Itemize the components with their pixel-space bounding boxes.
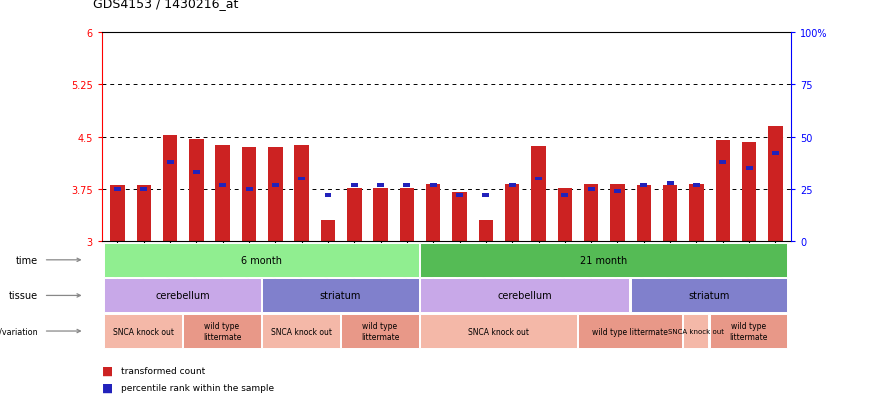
Bar — [588, 188, 595, 191]
Bar — [720, 160, 727, 164]
Bar — [114, 188, 121, 191]
Text: transformed count: transformed count — [121, 366, 205, 375]
Bar — [242, 148, 256, 242]
Bar — [426, 185, 440, 242]
Text: 21 month: 21 month — [580, 255, 628, 265]
Bar — [321, 221, 335, 242]
Bar — [163, 136, 178, 242]
Bar — [373, 189, 388, 242]
Bar — [667, 181, 674, 185]
Bar — [584, 185, 598, 242]
Bar — [505, 185, 520, 242]
Bar — [508, 183, 515, 187]
Text: 6 month: 6 month — [241, 255, 282, 265]
Bar — [453, 193, 467, 242]
Bar — [690, 185, 704, 242]
Bar — [456, 194, 463, 198]
Bar — [430, 183, 437, 187]
Text: ■: ■ — [102, 381, 113, 394]
Text: wild type
littermate: wild type littermate — [361, 322, 400, 341]
Text: striatum: striatum — [689, 291, 729, 301]
Text: ■: ■ — [102, 364, 113, 377]
Bar — [558, 188, 572, 242]
Bar — [535, 177, 542, 181]
Bar — [478, 221, 493, 242]
Bar — [693, 183, 700, 187]
Bar — [531, 146, 545, 242]
Bar — [768, 127, 782, 242]
Bar — [110, 186, 125, 242]
Bar — [189, 140, 203, 242]
Bar — [610, 185, 625, 242]
Bar — [772, 152, 779, 156]
Text: SNCA knock out: SNCA knock out — [112, 327, 173, 336]
Text: wild type
littermate: wild type littermate — [202, 322, 241, 341]
Bar — [614, 190, 621, 193]
Text: time: time — [16, 255, 38, 265]
Bar — [663, 186, 677, 242]
Text: cerebellum: cerebellum — [498, 291, 552, 301]
Text: genotype/variation: genotype/variation — [0, 327, 38, 336]
Bar — [268, 148, 283, 242]
Bar — [640, 183, 647, 187]
Bar — [715, 141, 730, 242]
Text: SNCA knock out: SNCA knock out — [667, 328, 724, 334]
Bar — [166, 160, 173, 164]
Bar — [745, 167, 752, 171]
Bar — [483, 194, 490, 198]
Bar — [742, 143, 757, 242]
Text: striatum: striatum — [320, 291, 362, 301]
Text: wild type
littermate: wild type littermate — [729, 322, 767, 341]
Text: SNCA knock out: SNCA knock out — [271, 327, 332, 336]
Text: wild type littermate: wild type littermate — [592, 327, 668, 336]
Bar — [216, 146, 230, 242]
Bar — [561, 194, 568, 198]
Bar — [400, 188, 415, 242]
Text: percentile rank within the sample: percentile rank within the sample — [121, 383, 274, 392]
Bar — [219, 183, 226, 187]
Bar — [347, 188, 362, 242]
Bar — [403, 183, 410, 187]
Bar — [272, 183, 278, 187]
Bar — [141, 188, 148, 191]
Bar — [294, 146, 309, 242]
Text: GDS4153 / 1430216_at: GDS4153 / 1430216_at — [93, 0, 238, 10]
Text: tissue: tissue — [9, 291, 38, 301]
Bar — [136, 186, 151, 242]
Bar — [193, 171, 200, 175]
Bar — [636, 186, 651, 242]
Text: SNCA knock out: SNCA knock out — [468, 327, 529, 336]
Bar — [298, 177, 305, 181]
Bar — [351, 183, 358, 187]
Bar — [246, 188, 253, 191]
Text: cerebellum: cerebellum — [156, 291, 210, 301]
Bar — [377, 183, 385, 187]
Bar — [324, 194, 332, 198]
